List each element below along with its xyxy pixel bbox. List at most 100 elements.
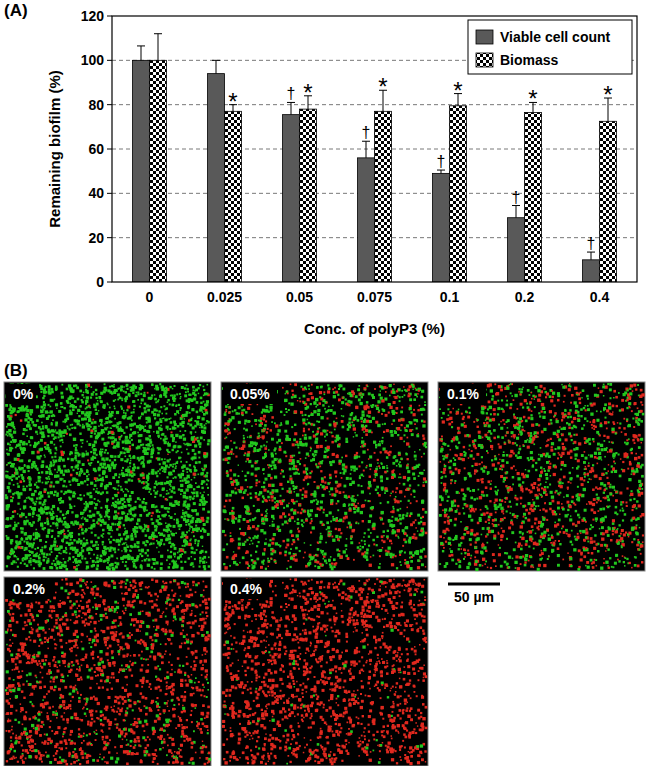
bar	[283, 115, 300, 282]
cell-dot	[95, 389, 97, 391]
cell-dot	[169, 563, 171, 565]
cell-dot	[189, 399, 191, 401]
cell-dot	[69, 434, 72, 437]
micrograph	[4, 382, 211, 571]
cell-dot	[199, 559, 202, 562]
cell-dot	[51, 551, 53, 553]
cell-dot	[185, 536, 188, 539]
cell-dot	[189, 412, 191, 414]
error-bar	[212, 60, 220, 73]
cell-dot	[192, 517, 195, 520]
cell-dot	[196, 421, 199, 424]
cell-dot	[20, 547, 22, 549]
cell-dot	[94, 433, 96, 435]
cell-dot	[74, 400, 77, 403]
cell-dot	[13, 431, 16, 434]
cell-dot	[142, 501, 145, 504]
cell-dot	[36, 515, 38, 517]
cell-dot	[146, 444, 148, 446]
cell-dot	[177, 450, 179, 452]
cell-dot	[83, 392, 85, 394]
cell-dot	[193, 535, 195, 537]
cell-dot	[48, 481, 50, 483]
cell-dot	[10, 499, 13, 502]
cell-dot	[138, 480, 141, 483]
cell-dot	[29, 484, 31, 486]
cell-dot	[96, 522, 98, 524]
cell-dot	[56, 515, 58, 517]
cell-dot	[107, 404, 109, 406]
cell-dot	[138, 434, 141, 437]
cell-dot	[57, 507, 59, 509]
bar	[358, 158, 375, 282]
cell-dot	[97, 492, 99, 494]
error-bar	[154, 34, 162, 61]
cell-dot	[109, 407, 111, 409]
cell-dot	[117, 499, 119, 501]
cell-dot	[172, 486, 175, 489]
cell-dot	[127, 467, 128, 468]
cell-dot	[91, 393, 94, 396]
cell-dot	[168, 507, 170, 509]
cell-dot	[7, 471, 9, 473]
cell-dot	[45, 557, 47, 559]
cell-dot	[122, 447, 124, 449]
cell-dot	[11, 437, 13, 439]
cell-dot	[61, 439, 63, 441]
cell-dot	[62, 421, 64, 423]
cell-dot	[203, 452, 206, 455]
cell-dot	[185, 524, 187, 526]
cell-dot	[140, 393, 142, 395]
cell-dot	[79, 433, 81, 435]
cell-dot	[7, 443, 10, 446]
cell-dot	[51, 474, 53, 476]
cell-dot	[180, 409, 182, 411]
cell-dot	[64, 517, 66, 519]
cell-dot	[193, 502, 196, 505]
cell-dot	[88, 527, 90, 529]
cell-dot	[64, 419, 67, 422]
cell-dot	[149, 426, 152, 429]
cell-dot	[53, 485, 55, 487]
cell-dot	[135, 535, 137, 537]
cell-dot	[60, 446, 62, 448]
cell-dot	[94, 430, 97, 433]
cell-dot	[82, 516, 83, 517]
cell-dot	[101, 457, 104, 460]
cell-dot	[30, 444, 32, 446]
figure: (A)0204060801001200*0.025†*0.05†*0.075†*…	[0, 0, 650, 766]
cell-dot	[195, 431, 197, 433]
cell-dot	[32, 510, 34, 512]
cell-dot	[96, 567, 99, 570]
cell-dot	[107, 562, 109, 564]
cell-dot	[110, 536, 112, 538]
cell-dot	[59, 518, 61, 520]
cell-dot	[100, 419, 103, 422]
cell-dot	[149, 544, 151, 546]
cell-dot	[95, 480, 97, 482]
cell-dot	[26, 485, 28, 487]
cell-dot	[86, 539, 88, 541]
category-label: 0.4	[590, 289, 610, 305]
cell-dot	[32, 521, 35, 524]
cell-dot	[188, 530, 190, 532]
cell-dot	[138, 439, 141, 442]
cell-dot	[68, 544, 70, 546]
cell-dot	[83, 495, 85, 497]
cell-dot	[206, 393, 208, 395]
cell-dot	[100, 431, 103, 434]
cell-dot	[133, 431, 136, 434]
cell-dot	[174, 556, 176, 558]
cell-dot	[47, 523, 50, 526]
cell-dot	[13, 484, 15, 486]
cell-dot	[96, 560, 99, 563]
cell-dot	[106, 501, 108, 503]
cell-dot	[17, 513, 19, 515]
cell-dot	[141, 412, 144, 415]
cell-dot	[142, 477, 145, 480]
cell-dot	[5, 471, 7, 473]
cell-dot	[157, 457, 160, 460]
cell-dot	[125, 456, 127, 458]
cell-dot	[118, 485, 120, 487]
cell-dot	[125, 561, 127, 563]
